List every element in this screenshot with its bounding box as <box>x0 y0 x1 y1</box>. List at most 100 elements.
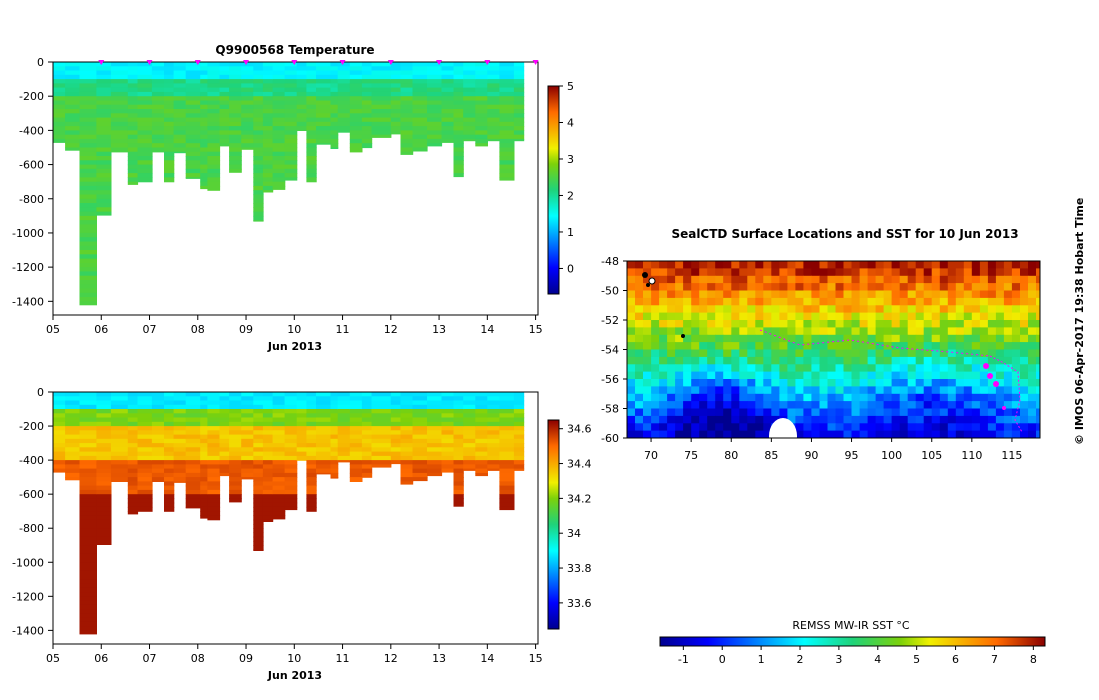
sst-cell <box>835 290 845 299</box>
sst-cell <box>883 386 893 395</box>
profile-cell <box>337 455 351 461</box>
sst-cell <box>731 283 740 292</box>
profile-cell <box>96 66 112 72</box>
sst-cell <box>819 327 829 336</box>
sst-cell <box>723 423 732 432</box>
sst-cell <box>731 379 740 387</box>
sst-cell <box>1011 371 1021 380</box>
profile-cell <box>284 87 298 93</box>
sst-cell <box>931 261 941 269</box>
profile-cell <box>253 160 264 166</box>
sst-cell <box>1011 379 1021 387</box>
profile-cell <box>513 74 525 80</box>
sst-cell <box>955 312 965 321</box>
profile-cell <box>200 472 208 478</box>
profile-cell <box>272 460 286 465</box>
profile-cell <box>110 455 129 461</box>
profile-cell <box>272 147 286 153</box>
profile-cell <box>337 451 351 457</box>
sst-cell <box>771 283 780 292</box>
sst-map-title: SealCTD Surface Locations and SST for 10… <box>671 227 1018 241</box>
profile-cell <box>284 79 298 84</box>
profile-cell <box>306 506 317 512</box>
profile-cell <box>207 168 221 174</box>
sst-cell <box>899 312 909 321</box>
profile-cell <box>127 506 139 512</box>
profile-cell <box>272 502 286 508</box>
sst-cell <box>875 408 885 417</box>
sst-cell <box>995 261 1005 269</box>
sst-cell <box>1036 283 1040 292</box>
sst-cell <box>699 379 708 387</box>
profile-cell <box>427 426 443 431</box>
profile-cell <box>272 130 286 136</box>
sst-cell <box>875 415 885 424</box>
profile-cell <box>96 96 112 102</box>
sst-cell <box>1020 320 1029 328</box>
sst-cell <box>739 283 748 292</box>
sst-cell <box>843 290 853 299</box>
profile-cell <box>272 515 286 520</box>
x-tick-label: 08 <box>191 323 205 336</box>
profile-cell <box>253 455 264 461</box>
profile-cell <box>241 126 254 131</box>
sst-cell <box>827 379 837 387</box>
sst-cell <box>963 297 973 306</box>
profile-cell <box>96 168 112 174</box>
profile-cell <box>253 220 264 222</box>
profile-cell <box>173 83 187 89</box>
profile-cell <box>96 524 112 529</box>
profile-cell <box>306 96 317 102</box>
profile-cell <box>253 156 264 161</box>
sst-cell <box>635 320 644 328</box>
sst-cell <box>867 312 877 321</box>
sst-cell <box>627 371 636 380</box>
profile-cell <box>253 515 264 521</box>
profile-cell <box>453 66 464 72</box>
profile-cell <box>513 413 525 419</box>
sst-cell <box>683 393 692 402</box>
sst-cell <box>883 415 893 424</box>
profile-cell <box>219 113 230 119</box>
profile-cell <box>65 464 81 470</box>
profile-cell <box>262 96 274 102</box>
profile-cell <box>151 147 165 153</box>
profile-cell <box>96 203 112 208</box>
profile-cell <box>272 87 286 93</box>
sst-cell <box>667 305 676 314</box>
profile-cell <box>253 430 264 436</box>
sst-cell <box>1036 320 1040 328</box>
profile-cell <box>262 74 274 80</box>
profile-cell <box>453 113 464 119</box>
sst-cell <box>627 386 636 395</box>
profile-cell <box>513 130 525 136</box>
profile-cell <box>137 489 153 495</box>
profile-cell <box>371 404 392 410</box>
sst-cell <box>1020 364 1029 373</box>
profile-cell <box>185 147 201 153</box>
profile-cell <box>390 66 402 72</box>
profile-cell <box>284 404 298 410</box>
profile-cell <box>137 494 153 500</box>
sst-cell <box>891 430 901 438</box>
profile-cell <box>475 74 488 80</box>
sst-cell <box>931 290 941 299</box>
profile-cell <box>284 477 298 482</box>
profile-cell <box>137 62 153 67</box>
profile-cell <box>241 117 254 123</box>
profile-cell <box>207 62 221 67</box>
sst-cell <box>787 415 796 424</box>
profile-cell <box>371 91 392 97</box>
profile-cell <box>390 400 402 406</box>
profile-cell <box>361 443 373 448</box>
sst-cell <box>723 379 732 387</box>
profile-cell <box>513 117 525 123</box>
sst-cell <box>715 320 724 328</box>
sst-cell <box>875 290 885 299</box>
sst-cell <box>955 268 965 277</box>
profile-cell <box>390 126 402 131</box>
sst-cell <box>1028 275 1037 284</box>
sst-cell <box>675 290 684 299</box>
profile-cell <box>79 570 97 576</box>
sst-cell <box>795 356 804 365</box>
